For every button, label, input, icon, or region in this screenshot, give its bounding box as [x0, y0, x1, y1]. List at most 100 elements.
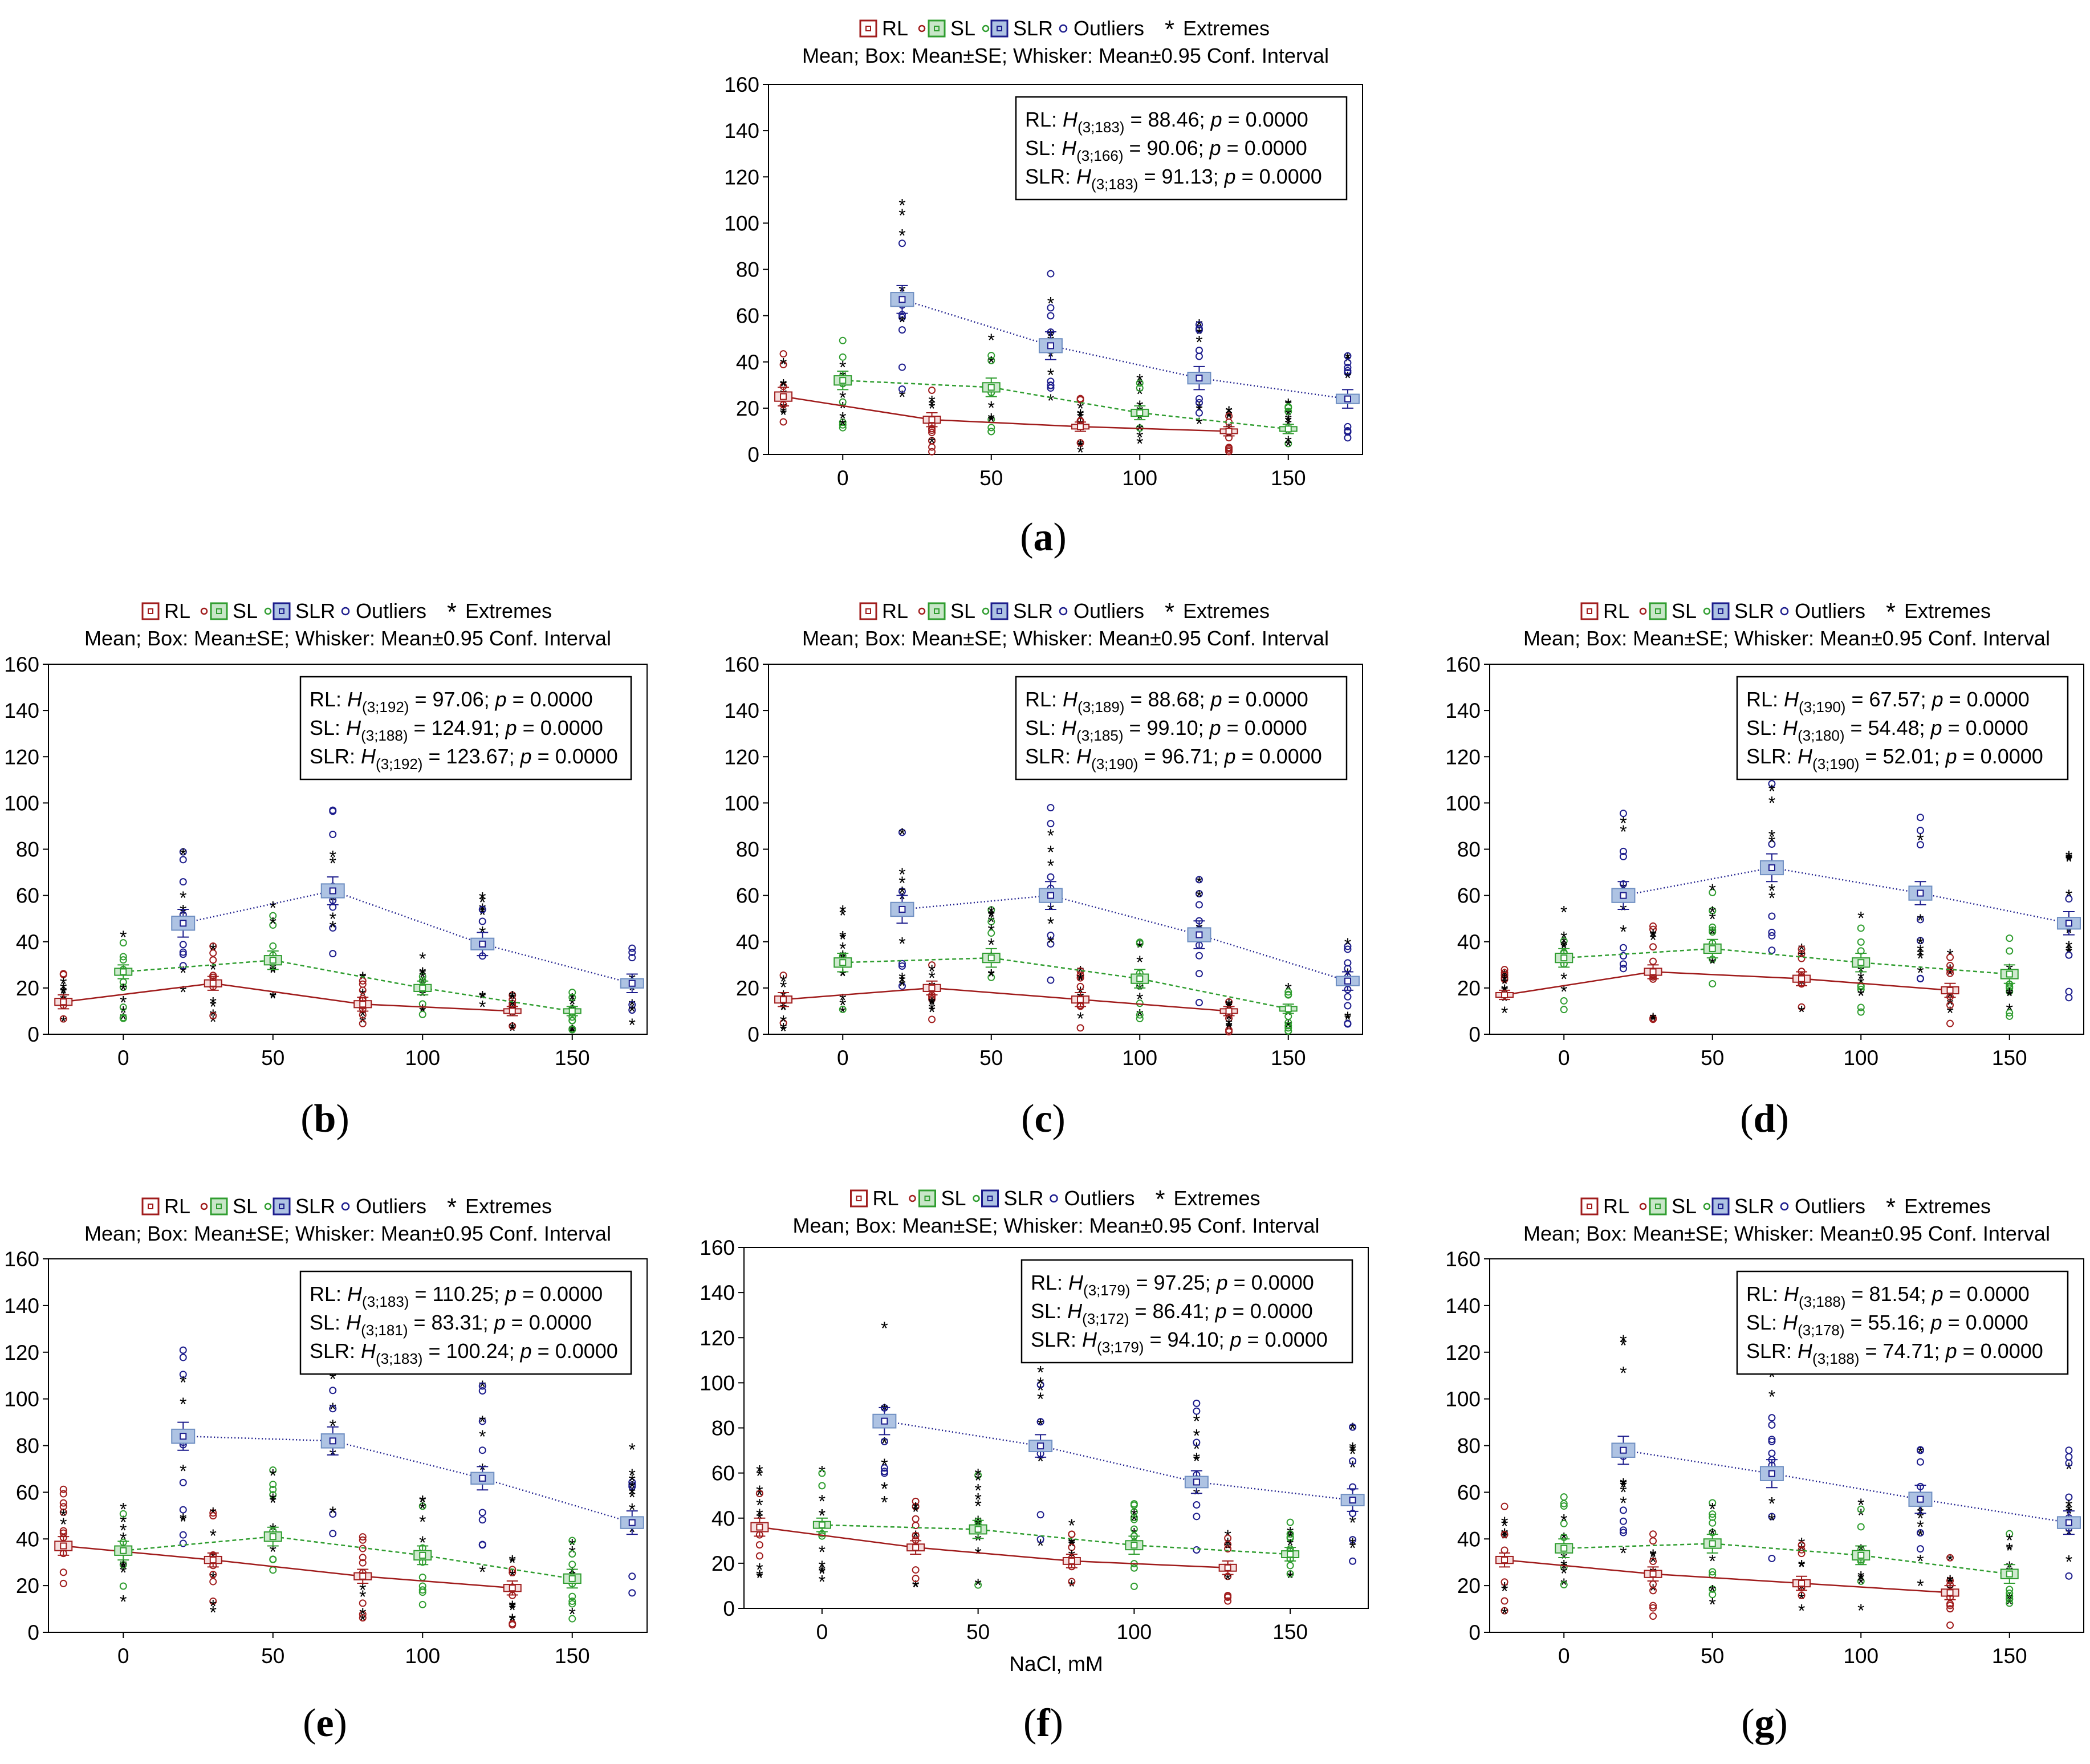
- extreme-point: *: [756, 1560, 763, 1580]
- extreme-point: *: [1857, 985, 1864, 1006]
- chart-subtitle: Mean; Box: Mean±SE; Whisker: Mean±0.95 C…: [1523, 627, 2050, 650]
- outlier-point: [987, 973, 995, 981]
- outlier-point: [179, 878, 187, 886]
- legend-marker-sl: [934, 608, 940, 614]
- extreme-point: *: [1768, 832, 1775, 853]
- extreme-point: *: [974, 1489, 981, 1510]
- outlier-point: [839, 418, 847, 426]
- outlier-point: [1501, 976, 1508, 983]
- extreme-point: *: [1501, 1529, 1508, 1549]
- outlier-point: [880, 1437, 888, 1445]
- legend-swatch-sl: [928, 19, 946, 38]
- outlier-point: [359, 1554, 367, 1562]
- outlier-point: [1798, 1541, 1806, 1549]
- stats-box-frame: [1015, 676, 1348, 781]
- outlier-point: [1068, 1578, 1076, 1586]
- extreme-point: *: [1047, 826, 1054, 846]
- mean-marker-rl: [1225, 1007, 1233, 1015]
- extreme-point: *: [210, 1603, 217, 1623]
- y-tick-label: 80: [736, 258, 759, 282]
- outlier-point: [1130, 1514, 1138, 1522]
- extreme-point: *: [629, 1471, 636, 1491]
- mean-marker-rl: [209, 979, 217, 987]
- legend-marker-sl: [1655, 1204, 1661, 1209]
- outlier-point: [1798, 1003, 1806, 1011]
- outlier-point: [1047, 312, 1055, 320]
- x-tick-label: 100: [1122, 1046, 1157, 1070]
- extreme-point: *: [270, 989, 277, 1009]
- stats-value: 3;179: [1102, 1339, 1139, 1356]
- outlier-point: [478, 1382, 486, 1390]
- legend-dot-rl: [918, 607, 926, 615]
- extreme-point: *: [756, 1505, 763, 1526]
- outlier-point: [1916, 1446, 1924, 1454]
- legend-label-rl: RL: [1603, 599, 1629, 623]
- outlier-point: [179, 1354, 187, 1361]
- x-tick-label: 50: [261, 1644, 284, 1668]
- legend-label-sl: SL: [941, 1186, 966, 1210]
- extreme-point: *: [330, 853, 336, 873]
- outlier-point: [568, 1017, 576, 1025]
- outlier-point: [779, 972, 787, 979]
- extreme-point: *: [819, 1491, 826, 1511]
- outlier-point: [1501, 972, 1508, 979]
- outlier-point: [1619, 1517, 1627, 1525]
- outlier-point: [1195, 890, 1203, 898]
- outlier-point: [1619, 1526, 1627, 1534]
- outlier-point: [839, 336, 847, 344]
- outlier-point: [928, 1015, 936, 1023]
- extreme-point: *: [509, 1610, 516, 1631]
- mean-marker-slr: [180, 1433, 187, 1440]
- x-tick-label: 0: [837, 1046, 849, 1070]
- outlier-point: [1076, 439, 1084, 447]
- extreme-point: *: [120, 1592, 127, 1612]
- extreme-point: *: [1798, 1589, 1805, 1609]
- stats-value: 0.0000: [1245, 136, 1307, 160]
- legend-swatch-slr: [981, 1189, 999, 1208]
- extreme-point: *: [1620, 900, 1627, 921]
- extreme-point: *: [1037, 1451, 1044, 1472]
- outlier-point: [568, 1592, 576, 1600]
- outlier-point: [818, 1469, 826, 1477]
- extreme-point: *: [509, 1018, 516, 1039]
- outlier-point: [1193, 1399, 1201, 1407]
- outlier-point: [1946, 969, 1954, 977]
- legend-extreme-marker: *: [447, 1193, 457, 1221]
- stats-value: RL: [1746, 688, 1772, 711]
- extreme-point: *: [2065, 851, 2072, 871]
- extreme-point: *: [839, 388, 846, 408]
- extreme-point: *: [988, 935, 995, 956]
- outlier-point: [59, 970, 67, 978]
- stats-value: 3;181: [366, 1322, 403, 1339]
- panel-label: (a): [1020, 515, 1067, 559]
- stats-value: 91.13: [1162, 165, 1213, 188]
- extreme-point: *: [1620, 1331, 1627, 1352]
- outlier-point: [1768, 932, 1776, 940]
- stats-value: 110.25: [433, 1282, 494, 1306]
- outlier-point: [1768, 780, 1776, 788]
- outlier-point: [179, 1506, 187, 1514]
- legend-marker-sl: [934, 26, 940, 31]
- outlier-point: [1560, 937, 1568, 945]
- extreme-point: *: [210, 997, 217, 1017]
- legend-outlier-marker: [1059, 24, 1068, 33]
- mean-marker-sl: [839, 959, 847, 966]
- extreme-point: *: [898, 883, 905, 903]
- extreme-point: *: [988, 903, 995, 923]
- legend-dot-rl: [909, 1194, 916, 1202]
- extreme-point: *: [330, 909, 336, 929]
- outlier-point: [209, 1512, 217, 1520]
- legend-label-sl: SL: [233, 599, 258, 623]
- extreme-point: *: [839, 929, 846, 950]
- y-tick-label: 120: [4, 745, 39, 769]
- outlier-point: [1560, 997, 1568, 1005]
- legend-extreme-marker: *: [447, 598, 457, 626]
- extreme-point: *: [629, 1440, 636, 1460]
- outlier-point: [119, 956, 127, 964]
- y-tick-label: 60: [736, 884, 759, 908]
- stats-value: RL: [1025, 688, 1051, 711]
- extreme-point: *: [898, 864, 905, 885]
- legend-label-slr: SLR: [295, 1194, 335, 1218]
- outlier-point: [2006, 1009, 2014, 1017]
